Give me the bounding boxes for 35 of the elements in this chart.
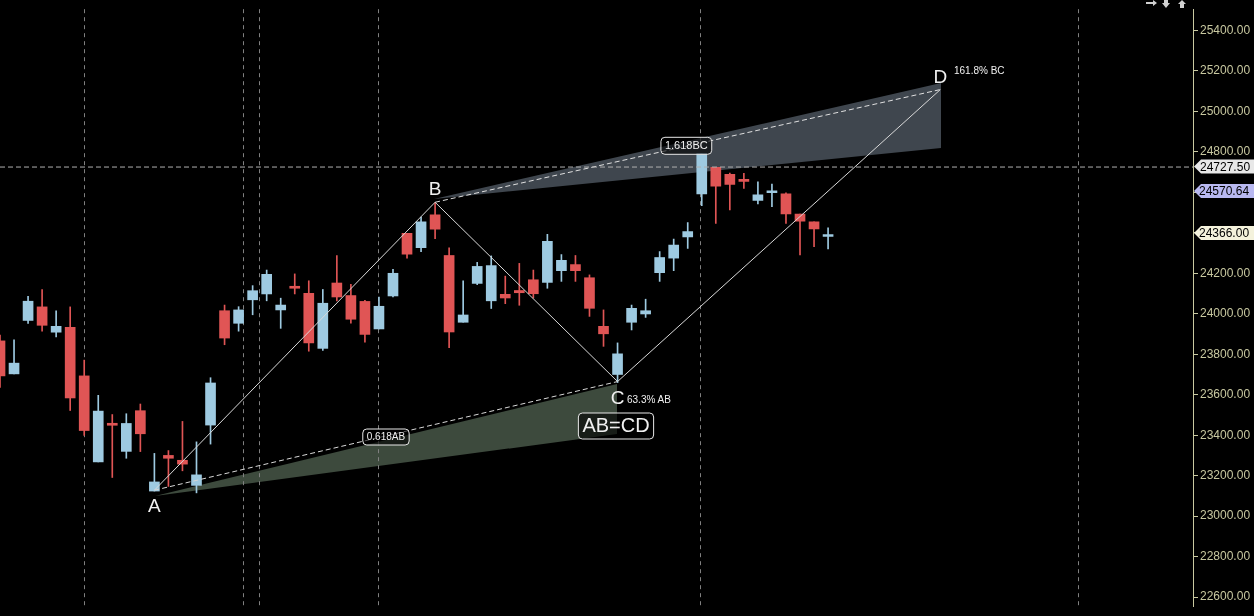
candlestick (513, 263, 525, 306)
annotation: B (428, 178, 442, 200)
candlestick (499, 275, 511, 304)
annotation: D (933, 65, 948, 87)
annotation: AB=CD (582, 413, 650, 436)
annotation: A (148, 495, 162, 517)
annotation: 63.3% AB (627, 393, 672, 405)
candlestick (289, 273, 301, 295)
y-tick-label: 24800.00 (1200, 144, 1251, 159)
candlestick (766, 183, 778, 208)
annotation: C (610, 386, 625, 408)
candlestick (457, 280, 469, 323)
y-tick-label: 23800.00 (1200, 346, 1251, 361)
y-tick-label: 22600.00 (1200, 589, 1251, 604)
annotation: 0.618AB (366, 430, 406, 442)
text: 24366.00 (1199, 226, 1250, 241)
y-tick-label: 24000.00 (1200, 306, 1251, 321)
y-tick-label: 23000.00 (1200, 508, 1251, 523)
candlestick (738, 172, 750, 189)
y-tick-label: 25200.00 (1200, 63, 1251, 78)
y-tick-label: 22800.00 (1200, 548, 1251, 563)
candlestick (275, 297, 287, 329)
candlestick (682, 222, 694, 249)
ref-line-label: 24727.50 (1200, 159, 1251, 174)
text: 24570.64 (1199, 184, 1250, 199)
y-tick-label: 23600.00 (1200, 387, 1251, 402)
y-tick-label: 25000.00 (1200, 103, 1251, 118)
y-tick-label: 25400.00 (1200, 22, 1251, 37)
y-tick-label: 23200.00 (1200, 467, 1251, 482)
y-tick-label: 24200.00 (1200, 265, 1251, 280)
annotation: 161.8% BC (954, 64, 1005, 76)
y-tick-label: 23400.00 (1200, 427, 1251, 442)
candlestick (106, 414, 118, 478)
candlestick (822, 227, 834, 250)
annotation: 1.618BC (664, 138, 708, 151)
